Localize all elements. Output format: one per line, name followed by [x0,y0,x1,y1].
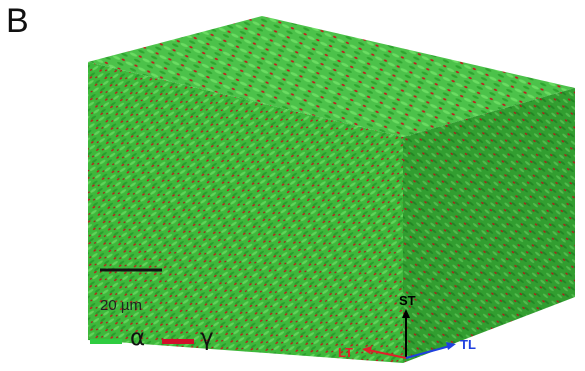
legend-gamma-label: γ [200,325,214,351]
panel-label: B [6,2,29,40]
tl-axis-arrow [405,345,451,359]
legend-alpha-swatch [90,339,122,344]
tl-axis-label: TL [460,337,476,352]
legend-alpha-label: α [130,325,146,351]
cube-top-face [88,16,575,137]
lt-axis-label: LT [338,345,353,360]
cube-front-face [88,62,403,363]
legend-gamma-swatch [162,339,194,344]
scale-bar-label: 20 µm [100,297,142,314]
cube-side-face [403,88,575,363]
st-axis-label: ST [399,293,416,308]
lt-axis-arrow [367,349,407,359]
